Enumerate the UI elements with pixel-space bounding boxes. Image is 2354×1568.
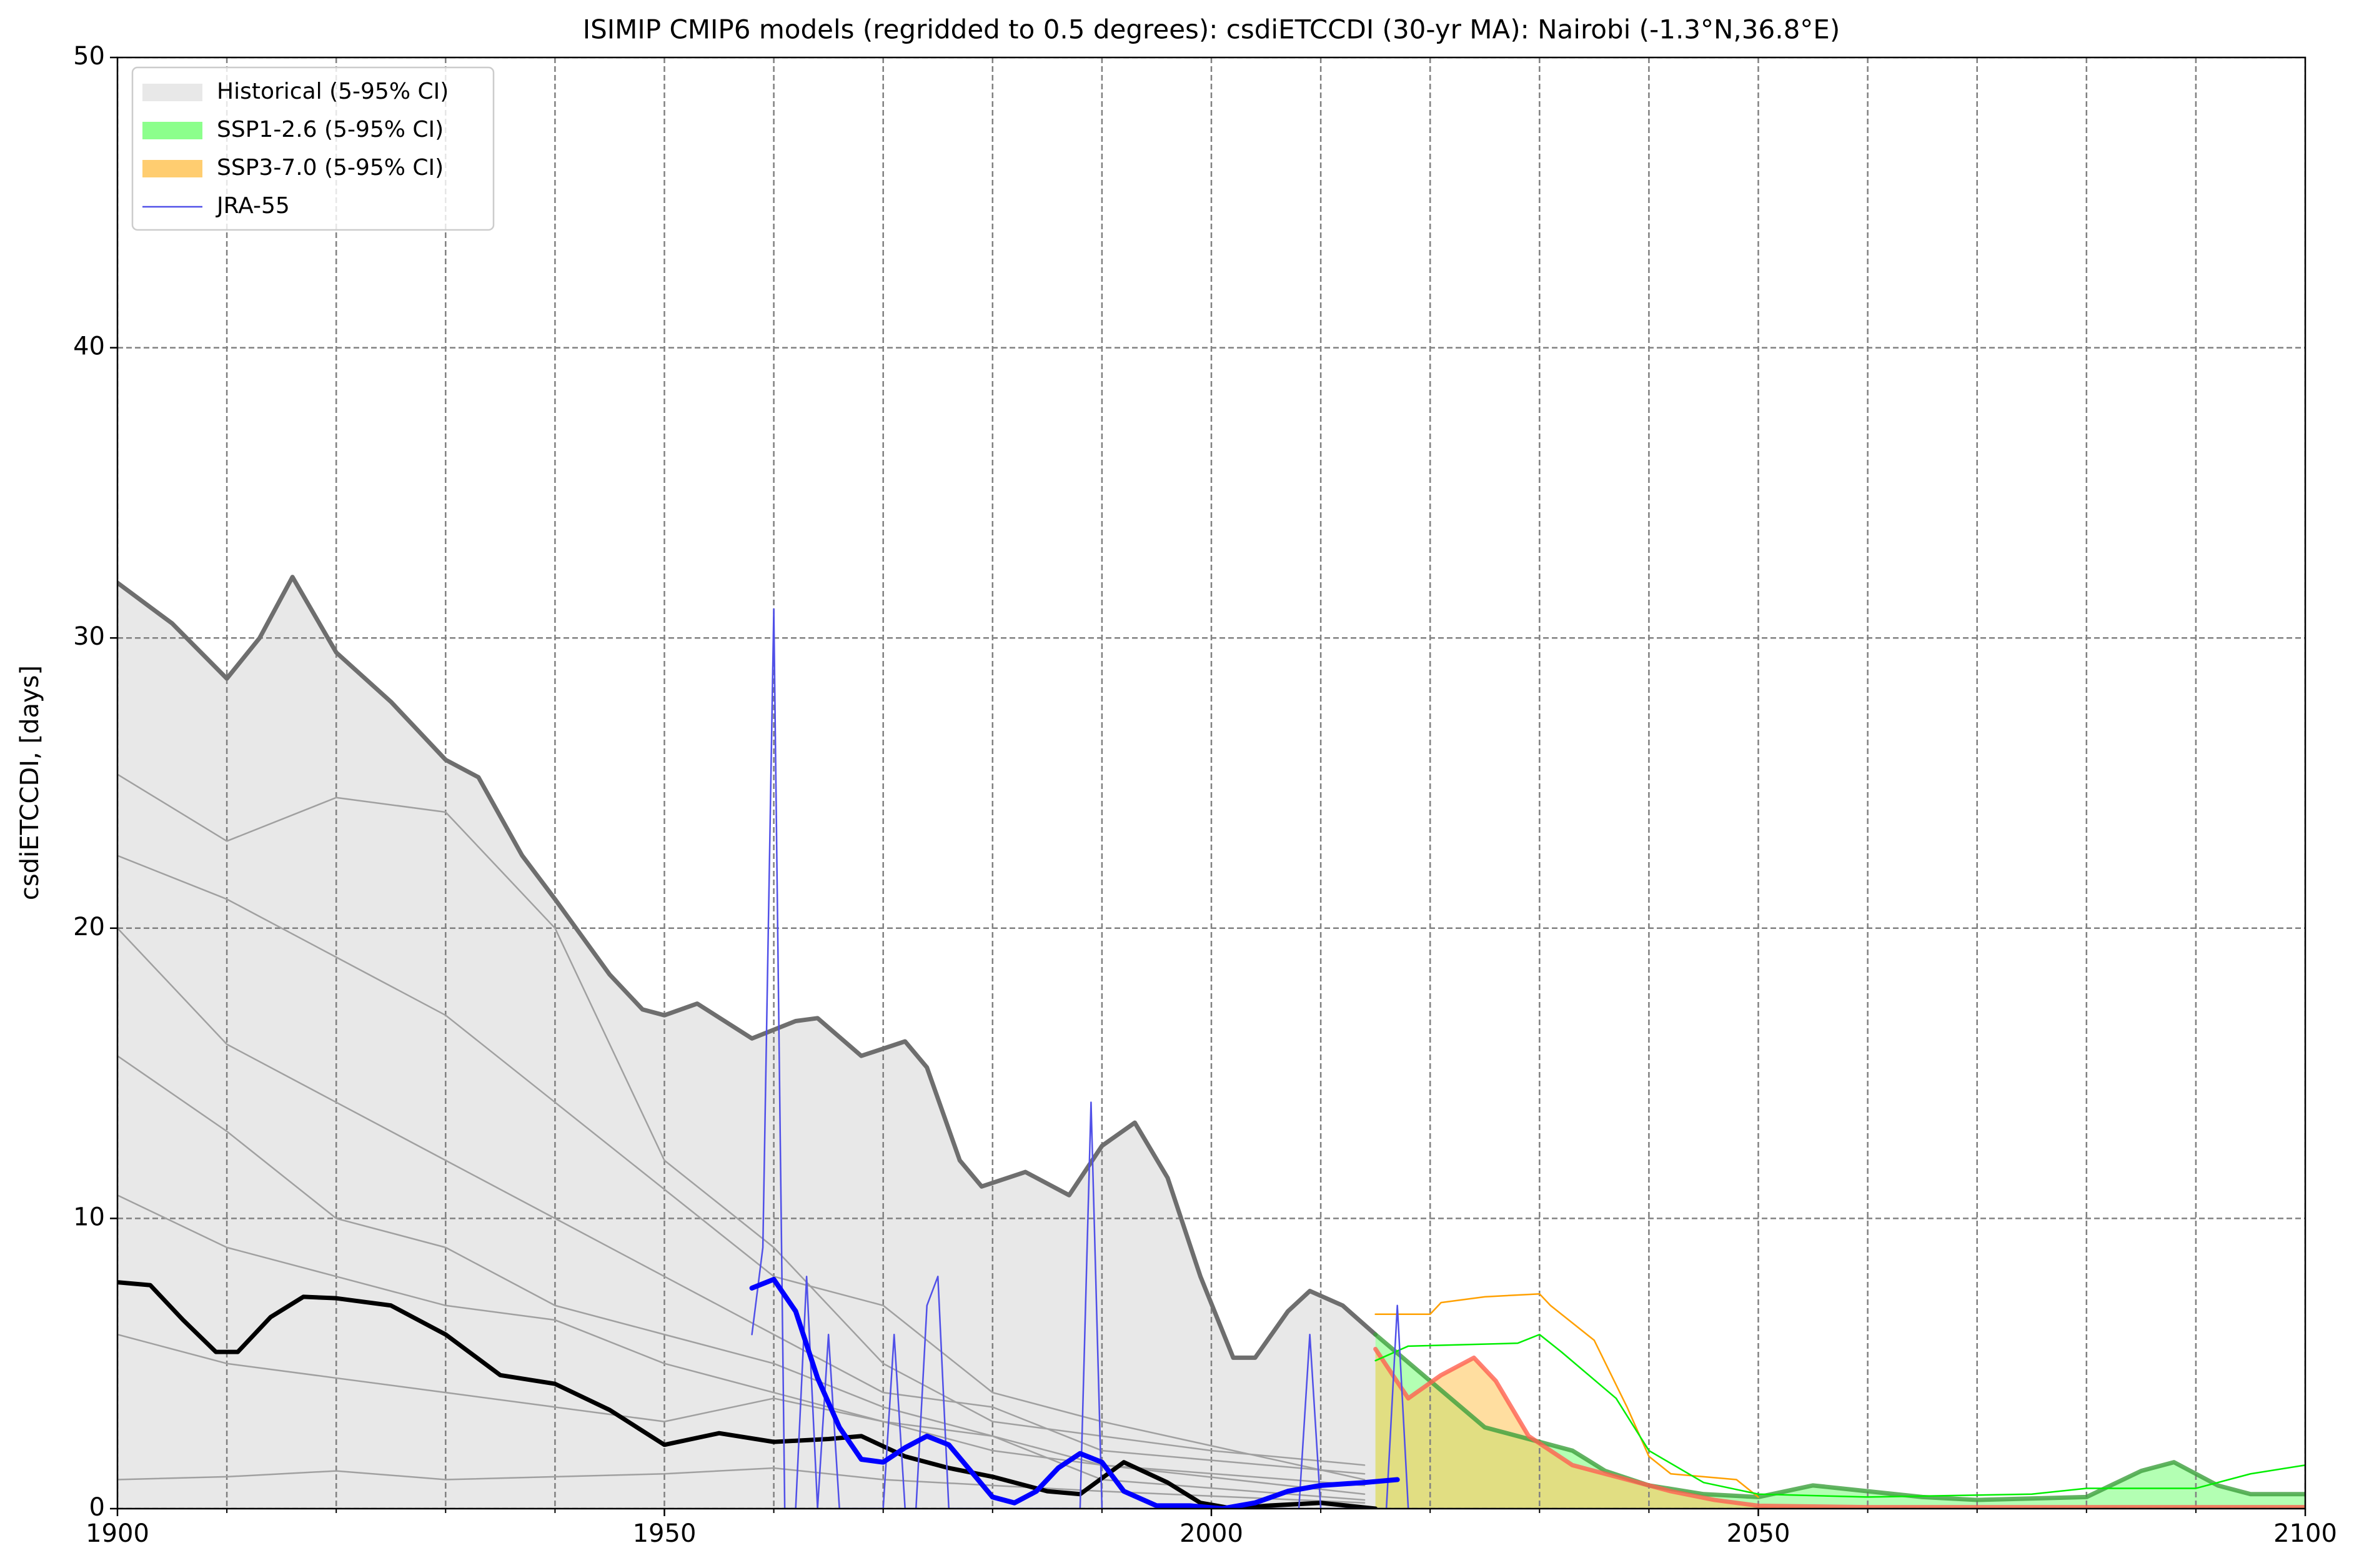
legend-swatch xyxy=(142,84,202,101)
legend-label: SSP1-2.6 (5-95% CI) xyxy=(217,117,444,142)
legend-swatch xyxy=(142,122,202,139)
series-line xyxy=(117,1194,1366,1496)
x-tick-label: 2000 xyxy=(1179,1519,1243,1548)
series-line xyxy=(1374,1293,1759,1498)
legend-label: Historical (5-95% CI) xyxy=(217,79,449,104)
y-axis-label: csdiETCCDI, [days] xyxy=(16,665,44,900)
area xyxy=(1375,1349,2305,1509)
x-tick-label: 2050 xyxy=(1727,1519,1790,1548)
series-line xyxy=(117,773,1366,1466)
x-tick-label: 1950 xyxy=(633,1519,697,1548)
x-tick-label: 2100 xyxy=(2273,1519,2337,1548)
plot xyxy=(117,57,2305,1509)
x-tick-label: 1900 xyxy=(86,1519,149,1548)
series-line xyxy=(117,927,1366,1475)
series-line xyxy=(117,1333,1366,1501)
series-line xyxy=(117,1280,1378,1509)
series-line xyxy=(749,1276,1400,1509)
series-line xyxy=(1374,1333,2305,1498)
legend-box xyxy=(131,66,495,231)
legend-swatch xyxy=(142,160,202,177)
area xyxy=(117,577,1376,1509)
y-tick-label: 40 xyxy=(73,332,105,361)
chart-title: ISIMIP CMIP6 models (regridded to 0.5 de… xyxy=(583,14,1840,45)
series-line xyxy=(117,575,1378,1360)
legend-label: SSP3-7.0 (5-95% CI) xyxy=(217,155,444,181)
y-tick-label: 20 xyxy=(73,913,105,941)
series-line xyxy=(117,1054,1366,1487)
y-tick-label: 30 xyxy=(73,622,105,651)
y-tick-label: 0 xyxy=(89,1493,105,1522)
y-tick-label: 10 xyxy=(73,1203,105,1231)
y-tick-label: 50 xyxy=(73,42,105,71)
series-line xyxy=(1373,1346,2305,1509)
series-line xyxy=(117,855,1366,1481)
legend-label: JRA-55 xyxy=(216,193,290,219)
